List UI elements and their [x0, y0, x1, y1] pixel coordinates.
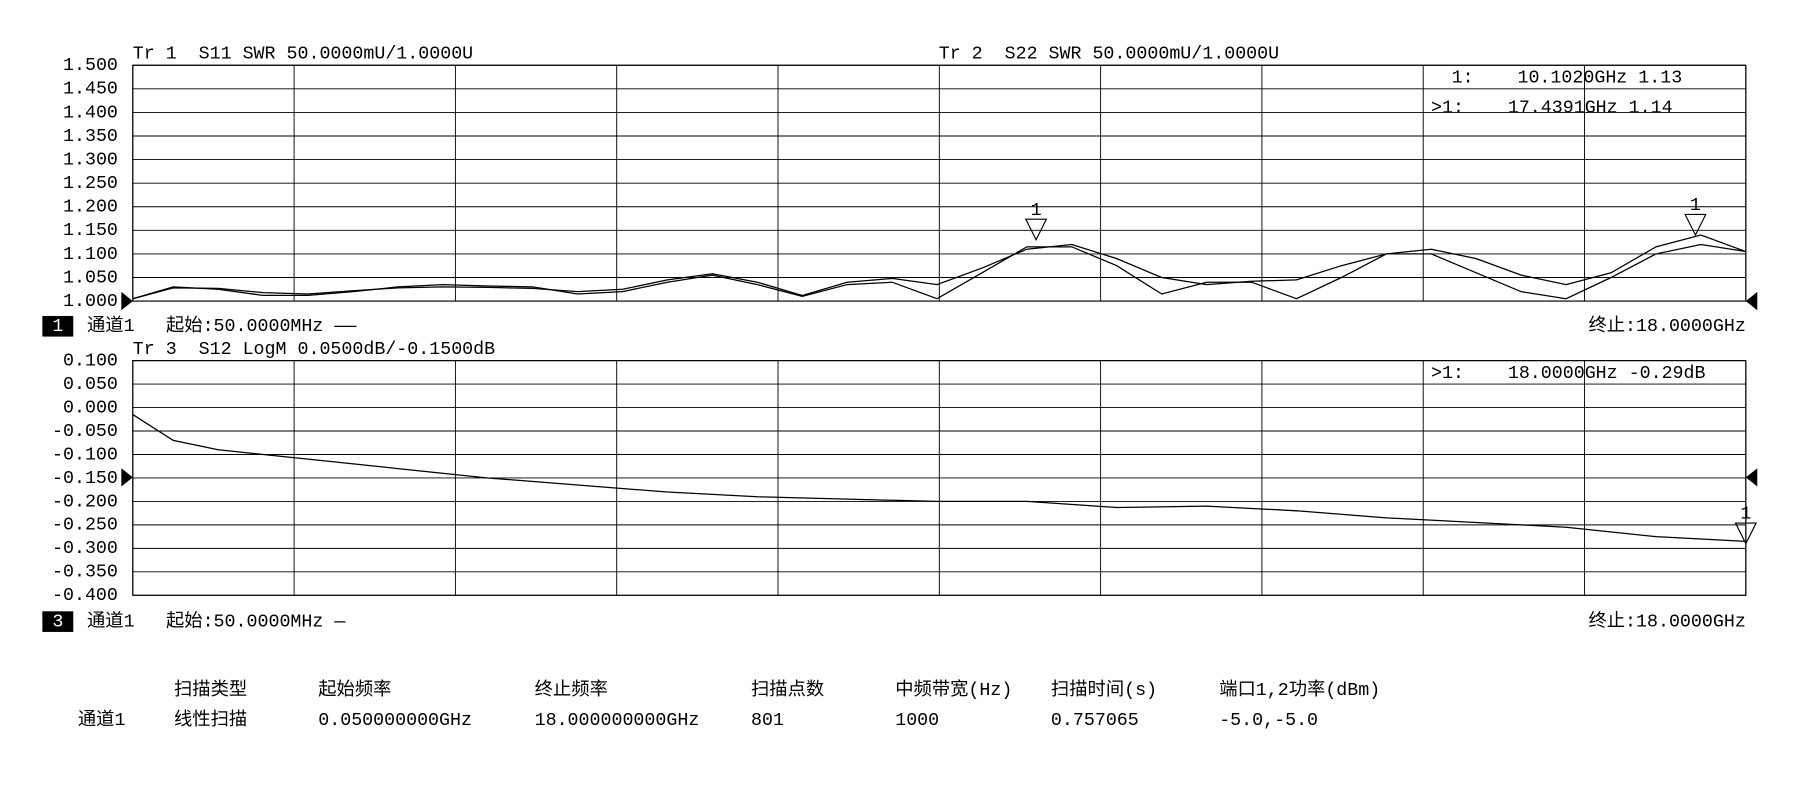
ref-arrow [1745, 291, 1758, 311]
table-header: 起始频率 [318, 679, 391, 701]
y-tick-label: -0.050 [52, 422, 118, 442]
table-header: 终止频率 [535, 679, 608, 701]
y-tick-label: -0.150 [52, 469, 118, 489]
channel-name: 通道1 [87, 315, 135, 337]
y-tick-label: 1.300 [63, 150, 118, 170]
y-tick-label: 0.000 [63, 398, 118, 418]
marker-label: 1 [1740, 505, 1751, 525]
table-cell: 线性扫描 [174, 709, 247, 731]
y-tick-label: 1.200 [63, 198, 118, 218]
trace-number: 3 [52, 612, 63, 632]
trace-line [132, 234, 1747, 300]
stop-frequency: 终止:18.0000GHz [1588, 610, 1745, 632]
y-tick-label: 1.500 [63, 56, 118, 76]
table-cell: 1000 [895, 711, 939, 731]
plot-frame [132, 64, 1747, 302]
y-tick-label: 1.150 [63, 221, 118, 241]
y-tick-label: 1.400 [63, 103, 118, 123]
trace-number: 1 [52, 317, 63, 337]
y-tick-label: 0.100 [63, 351, 118, 371]
trace-label: Tr 2 S22 SWR 50.0000mU/1.0000U [939, 45, 1279, 65]
y-tick-label: 1.450 [63, 80, 118, 100]
table-cell: 18.000000000GHz [535, 711, 700, 731]
ref-arrow [121, 291, 133, 311]
y-tick-label: -0.400 [52, 586, 118, 606]
y-tick-label: -0.250 [52, 516, 118, 536]
ref-arrow [1745, 468, 1758, 487]
marker-readout: >1: 18.0000GHz -0.29dB [1431, 364, 1706, 384]
table-cell: -5.0,-5.0 [1219, 711, 1318, 731]
table-header: 扫描时间(s) [1051, 679, 1157, 701]
y-tick-label: 1.000 [63, 292, 118, 312]
table-cell: 801 [751, 711, 784, 731]
start-frequency: 起始:50.0000MHz — [166, 610, 346, 632]
y-tick-label: -0.200 [52, 492, 118, 512]
start-frequency: 起始:50.0000MHz —— [166, 315, 357, 337]
stop-frequency: 终止:18.0000GHz [1588, 315, 1745, 337]
y-tick-label: -0.300 [52, 539, 118, 559]
y-tick-label: 1.050 [63, 268, 118, 288]
y-tick-label: 1.250 [63, 174, 118, 194]
ref-arrow [121, 468, 133, 487]
marker-label: 1 [1031, 201, 1042, 221]
marker [1024, 218, 1048, 242]
trace-number-box [42, 315, 74, 337]
trace-label: Tr 1 S11 SWR 50.0000mU/1.0000U [133, 45, 473, 65]
table-cell: 0.050000000GHz [318, 711, 472, 731]
table-cell: 0.757065 [1051, 711, 1139, 731]
table-row-label: 通道1 [78, 709, 126, 731]
y-tick-label: 0.050 [63, 375, 118, 395]
marker-label: 1 [1690, 196, 1701, 216]
y-tick-label: -0.100 [52, 445, 118, 465]
content: 1.500 1.450 1.400 1.350 1.300 1.250 1.200 1.150… [42, 45, 1758, 731]
y-tick-label: 1.100 [63, 245, 118, 265]
table-header: 中频带宽(Hz) [895, 679, 1012, 701]
marker-readout: >1: 17.4391GHz 1.14 [1431, 98, 1673, 118]
marker [1684, 213, 1707, 237]
y-tick-label: -0.350 [52, 563, 118, 583]
table-header: 扫描点数 [751, 679, 824, 701]
marker-readout: 1: 10.1020GHz 1.13 [1452, 69, 1683, 89]
plot-frame [132, 360, 1747, 596]
trace-label: Tr 3 S12 LogM 0.0500dB/-0.1500dB [133, 340, 495, 360]
channel-name: 通道1 [87, 610, 135, 632]
trace-number-box [42, 611, 74, 632]
table-header: 端口1,2功率(dBm) [1219, 679, 1380, 701]
trace-line [132, 414, 1746, 542]
trace-line [132, 243, 1746, 300]
y-tick-label: 1.350 [63, 127, 118, 147]
table-header: 扫描类型 [174, 679, 247, 701]
marker [1734, 522, 1758, 545]
